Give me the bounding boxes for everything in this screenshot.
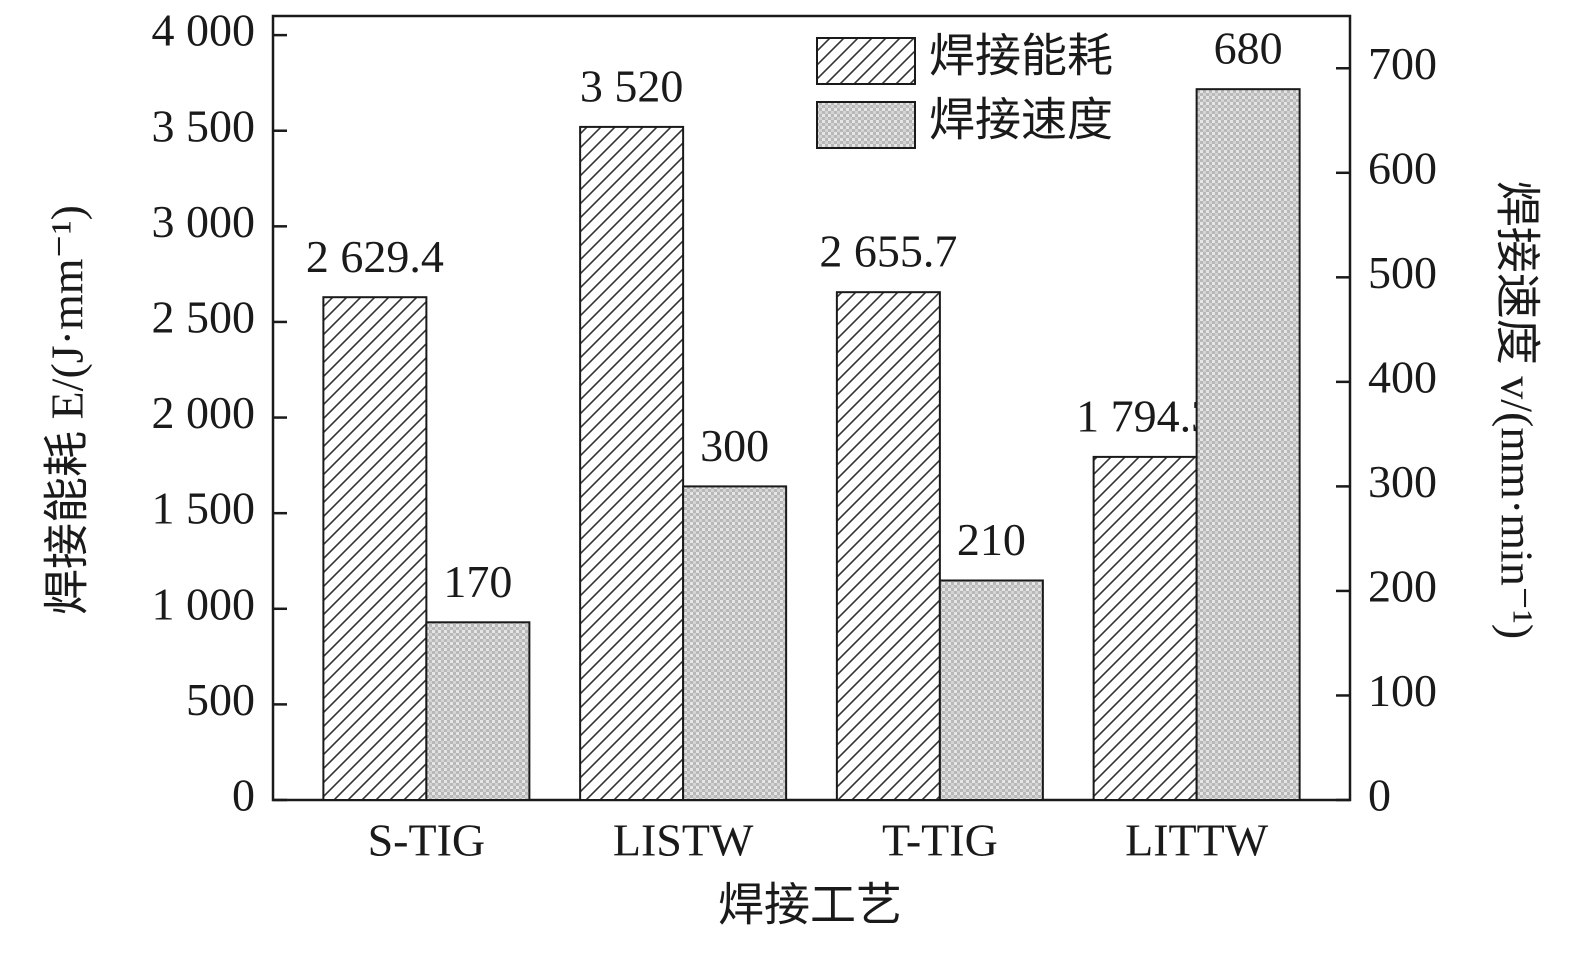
bar xyxy=(322,296,428,801)
y2-tick-label: 200 xyxy=(1368,560,1437,611)
y-tick-label: 3 000 xyxy=(152,196,256,247)
value-label: 2 655.7 xyxy=(819,226,957,277)
legend-swatch xyxy=(816,37,916,85)
y2-tick-label: 700 xyxy=(1368,38,1437,89)
value-label: 1 794.3 xyxy=(1076,390,1214,441)
value-label: 680 xyxy=(1214,23,1283,74)
x-tick-label: S-TIG xyxy=(368,815,486,866)
x-tick-label: LISTW xyxy=(613,815,754,866)
bar xyxy=(425,621,531,801)
y-tick-label: 3 500 xyxy=(152,100,256,151)
bar xyxy=(835,291,941,801)
y-tick-label: 1 500 xyxy=(152,483,256,534)
y2-tick-label: 0 xyxy=(1368,770,1391,821)
value-label: 3 520 xyxy=(580,60,684,111)
y2-tick-label: 600 xyxy=(1368,142,1437,193)
y-tick-label: 0 xyxy=(232,770,255,821)
value-label: 170 xyxy=(443,556,512,607)
value-label: 300 xyxy=(700,420,769,471)
plot-frame xyxy=(271,14,1352,802)
value-label: 2 629.4 xyxy=(306,231,444,282)
x-tick-label: T-TIG xyxy=(882,815,998,866)
y-tick-label: 4 000 xyxy=(152,5,256,56)
y-tick-label: 1 000 xyxy=(152,578,256,629)
bar xyxy=(938,579,1044,801)
y2-axis-title: 焊接速度 v/(mm·min⁻¹) xyxy=(1491,181,1542,639)
y-tick-label: 2 500 xyxy=(152,292,256,343)
legend-label: 焊接速度 xyxy=(929,95,1113,146)
y2-tick-label: 100 xyxy=(1368,665,1437,716)
x-axis-title: 焊接工艺 xyxy=(718,880,902,931)
x-tick-label: LITTW xyxy=(1125,815,1269,866)
bar xyxy=(682,485,788,801)
legend-label: 焊接能耗 xyxy=(929,31,1113,82)
y-tick-label: 500 xyxy=(186,674,255,725)
legend-swatch xyxy=(816,101,916,149)
y-tick-label: 2 000 xyxy=(152,387,256,438)
bar xyxy=(1195,88,1301,801)
y2-tick-label: 300 xyxy=(1368,456,1437,507)
y2-tick-label: 500 xyxy=(1368,247,1437,298)
bar xyxy=(1092,455,1198,801)
value-label: 210 xyxy=(957,514,1026,565)
y-axis-title: 焊接能耗 E/(J·mm⁻¹) xyxy=(42,205,93,615)
bar xyxy=(579,125,685,802)
y2-tick-label: 400 xyxy=(1368,351,1437,402)
